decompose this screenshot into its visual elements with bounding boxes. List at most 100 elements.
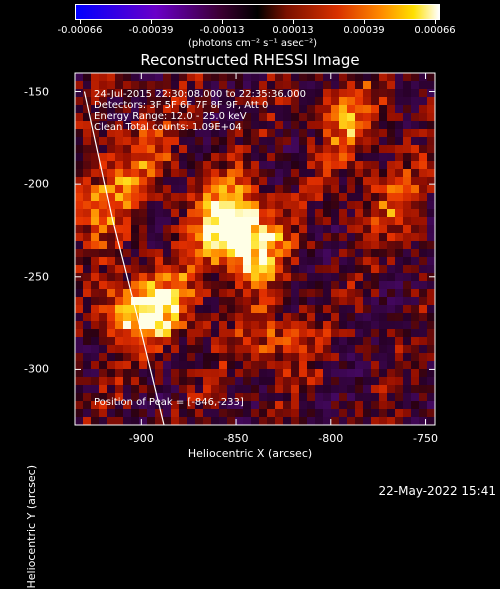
heatmap-cell	[371, 393, 379, 401]
heatmap-cell	[315, 105, 323, 113]
heatmap-cell	[147, 217, 155, 225]
heatmap-cell	[283, 241, 291, 249]
heatmap-cell	[155, 409, 163, 417]
heatmap-cell	[75, 97, 83, 105]
heatmap-cell	[267, 185, 275, 193]
heatmap-cell	[139, 73, 147, 81]
heatmap-cell	[251, 105, 259, 113]
heatmap-cell	[203, 361, 211, 369]
heatmap-cell	[283, 105, 291, 113]
heatmap-cell	[387, 233, 395, 241]
heatmap-cell	[355, 209, 363, 217]
heatmap-cell	[275, 233, 283, 241]
heatmap-cell	[275, 113, 283, 121]
heatmap-cell	[315, 417, 323, 425]
heatmap-cell	[323, 105, 331, 113]
heatmap-cell	[227, 89, 235, 97]
heatmap-cell	[171, 217, 179, 225]
heatmap-cell	[115, 329, 123, 337]
heatmap-cell	[107, 145, 115, 153]
heatmap-cell	[235, 353, 243, 361]
heatmap-cell	[83, 361, 91, 369]
heatmap-cell	[283, 401, 291, 409]
heatmap-cell	[403, 249, 411, 257]
heatmap-cell	[171, 145, 179, 153]
heatmap-cell	[427, 329, 435, 337]
heatmap-cell	[427, 297, 435, 305]
heatmap-cell	[155, 321, 163, 329]
heatmap-cell	[195, 273, 203, 281]
heatmap-cell	[171, 241, 179, 249]
heatmap-cell	[227, 249, 235, 257]
heatmap-cell	[155, 345, 163, 353]
heatmap-cell	[75, 185, 83, 193]
heatmap-cell	[275, 329, 283, 337]
heatmap-cell	[355, 273, 363, 281]
heatmap-cell	[227, 273, 235, 281]
heatmap-cell	[267, 241, 275, 249]
heatmap-cell	[203, 273, 211, 281]
heatmap-cell	[211, 257, 219, 265]
heatmap-cell	[107, 81, 115, 89]
heatmap-cell	[267, 265, 275, 273]
heatmap-cell	[371, 185, 379, 193]
heatmap-cell	[371, 137, 379, 145]
heatmap-cell	[243, 369, 251, 377]
heatmap-cell	[419, 369, 427, 377]
heatmap-cell	[387, 289, 395, 297]
heatmap-cell	[243, 329, 251, 337]
heatmap-cell	[347, 249, 355, 257]
heatmap-cell	[299, 81, 307, 89]
heatmap-cell	[219, 361, 227, 369]
heatmap-cell	[387, 89, 395, 97]
heatmap-cell	[115, 281, 123, 289]
heatmap-cell	[91, 297, 99, 305]
heatmap-cell	[299, 401, 307, 409]
heatmap-cell	[347, 81, 355, 89]
heatmap-cell	[307, 113, 315, 121]
heatmap-cell	[339, 177, 347, 185]
heatmap-cell	[187, 73, 195, 81]
heatmap-cell	[227, 401, 235, 409]
heatmap-cell	[403, 209, 411, 217]
heatmap-cell	[395, 121, 403, 129]
heatmap-cell	[379, 273, 387, 281]
heatmap-cell	[203, 305, 211, 313]
heatmap-cell	[91, 353, 99, 361]
heatmap-cell	[371, 289, 379, 297]
heatmap-cell	[291, 233, 299, 241]
heatmap-cell	[91, 161, 99, 169]
heatmap-cell	[219, 209, 227, 217]
heatmap-cell	[259, 409, 267, 417]
heatmap-cell	[355, 105, 363, 113]
heatmap-cell	[403, 297, 411, 305]
heatmap-cell	[227, 161, 235, 169]
heatmap-cell	[123, 73, 131, 81]
heatmap-cell	[107, 281, 115, 289]
heatmap-cell	[147, 385, 155, 393]
heatmap-cell	[299, 281, 307, 289]
heatmap-cell	[179, 161, 187, 169]
heatmap-cell	[219, 177, 227, 185]
heatmap-cell	[171, 73, 179, 81]
heatmap-cell	[195, 265, 203, 273]
heatmap-cell	[395, 97, 403, 105]
heatmap-cell	[363, 97, 371, 105]
heatmap-cell	[307, 409, 315, 417]
heatmap-cell	[203, 353, 211, 361]
heatmap-cell	[91, 193, 99, 201]
heatmap-cell	[243, 153, 251, 161]
heatmap-cell	[115, 385, 123, 393]
heatmap-cell	[107, 217, 115, 225]
heatmap-cell	[99, 353, 107, 361]
heatmap-cell	[427, 217, 435, 225]
heatmap-cell	[227, 225, 235, 233]
heatmap-cell	[251, 281, 259, 289]
heatmap-cell	[203, 129, 211, 137]
heatmap-cell	[195, 321, 203, 329]
heatmap-cell	[203, 297, 211, 305]
heatmap-cell	[195, 297, 203, 305]
heatmap-cell	[283, 113, 291, 121]
heatmap-cell	[187, 185, 195, 193]
heatmap-cell	[115, 377, 123, 385]
